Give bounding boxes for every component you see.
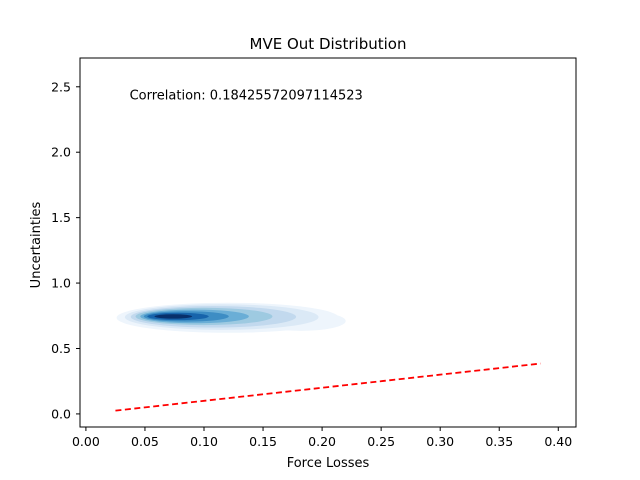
series-group [115, 362, 541, 412]
y-tick-label: 2.5 [51, 79, 71, 94]
correlation-annotation: Correlation: 0.18425572097114523 [130, 89, 363, 104]
x-tick-label: 0.15 [249, 434, 277, 449]
x-axis-label: Force Losses [287, 456, 370, 471]
x-tick-label: 0.35 [485, 434, 513, 449]
x-tick-label: 0.30 [426, 434, 454, 449]
y-axis: 0.0 0.5 1.0 1.5 2.0 2.5 [51, 79, 80, 421]
y-tick-label: 1.5 [51, 210, 71, 225]
plot-frame [79, 57, 577, 428]
chart-title: MVE Out Distribution [250, 35, 407, 53]
x-tick-label: 0.40 [544, 434, 572, 449]
reference-line [115, 362, 541, 412]
y-tick-label: 1.0 [51, 276, 71, 291]
x-tick-label: 0.25 [367, 434, 395, 449]
x-tick-label: 0.00 [72, 434, 100, 449]
y-tick-label: 0.5 [51, 341, 71, 356]
x-tick-label: 0.20 [308, 434, 336, 449]
density-plot [116, 302, 346, 333]
x-tick-label: 0.05 [131, 434, 159, 449]
density-level-8 [154, 314, 193, 319]
y-tick-label: 0.0 [51, 406, 71, 421]
x-tick-label: 0.10 [190, 434, 218, 449]
y-tick-label: 2.0 [51, 145, 71, 160]
x-axis: 0.00 0.05 0.10 0.15 0.20 0.25 0.30 0.35 0.40 [72, 427, 572, 449]
y-axis-label: Uncertainties [29, 201, 44, 288]
